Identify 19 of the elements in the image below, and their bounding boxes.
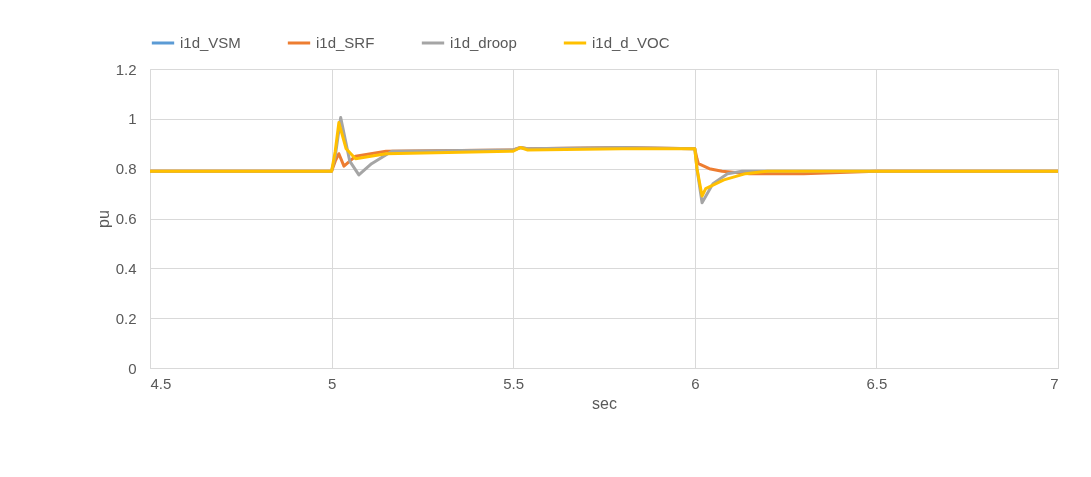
y-axis-title: pu bbox=[94, 210, 112, 228]
legend-label: i1d_SRF bbox=[316, 34, 375, 51]
x-tick-label: 5.5 bbox=[503, 374, 525, 392]
legend-label: i1d_d_VOC bbox=[592, 34, 670, 51]
x-tick-label: 7 bbox=[1050, 374, 1059, 392]
x-tick-label: 5 bbox=[327, 374, 337, 392]
y-tick-label: 0.2 bbox=[115, 309, 137, 327]
x-axis-title: sec bbox=[592, 394, 617, 412]
y-tick-label: 0.4 bbox=[115, 259, 137, 277]
x-tick-label: 4.5 bbox=[150, 374, 172, 392]
x-tick-label: 6 bbox=[691, 374, 700, 392]
x-tick-label: 6.5 bbox=[866, 374, 888, 392]
legend-label: i1d_VSM bbox=[180, 34, 241, 51]
y-tick-label: 0 bbox=[128, 359, 137, 377]
y-tick-label: 1 bbox=[128, 110, 137, 128]
legend-label: i1d_droop bbox=[450, 34, 517, 51]
y-tick-label: 0.6 bbox=[115, 210, 137, 227]
y-tick-label: 1.2 bbox=[115, 60, 137, 78]
y-tick-label: 0.8 bbox=[115, 160, 137, 178]
